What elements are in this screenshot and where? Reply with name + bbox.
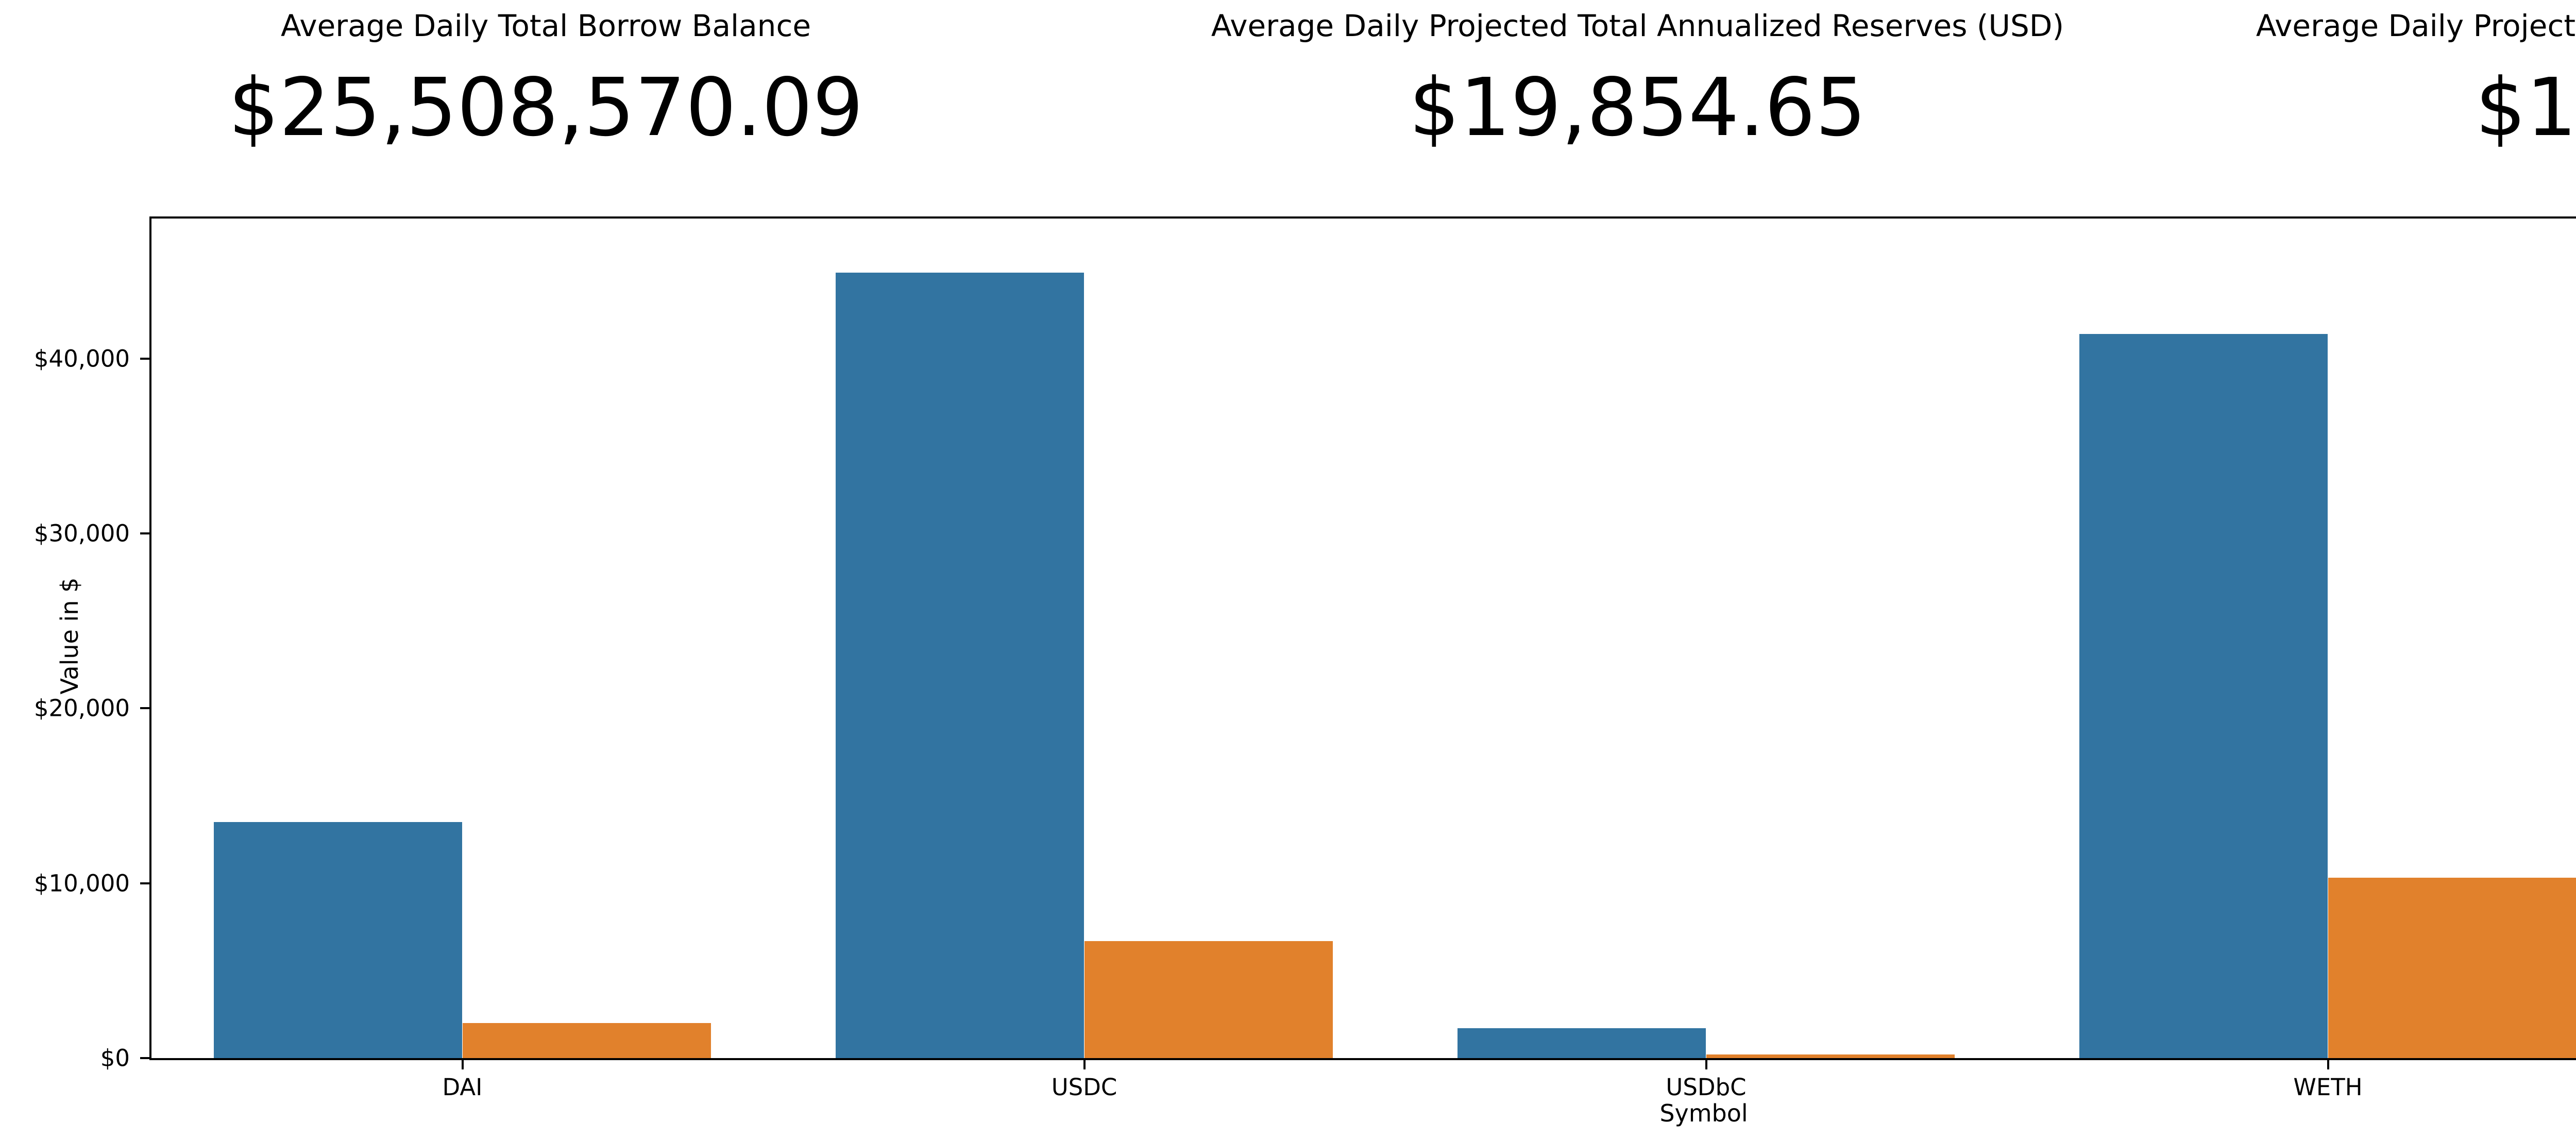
bar-USDC-average_projected_annual_reserves_usd [1084,941,1333,1058]
grouped-bar-chart: $0 $10,000 $20,000 $30,000 $40,000 DAI USDC US… [34,216,2576,1099]
bar-USDC-average_projected_annual_borrow_interest [835,273,1084,1058]
x-tick-label-USDbC: USDbC [1666,1074,1747,1101]
metric-card-annualized-reserves: Average Daily Projected Total Annualized… [1092,0,2183,196]
y-tick-label: $0 [100,1044,130,1072]
x-axis-label: Symbol [1659,1099,1748,1127]
x-tick-label-DAI: DAI [442,1074,483,1101]
metric-title: Average Daily Total Borrow Balance [280,8,811,43]
y-tick-mark [140,532,149,534]
bar-DAI-average_projected_annual_reserves_usd [462,1023,711,1058]
metric-title: Average Daily Projected Total Annualized… [1211,8,2064,43]
x-tick-mark [2327,1060,2329,1069]
x-tick-mark [1083,1060,1086,1069]
y-tick-mark [140,707,149,710]
y-tick-mark [140,882,149,884]
kpi-metrics-row: Average Daily Total Borrow Balance $25,5… [0,0,2576,196]
bar-USDbC-average_projected_annual_borrow_interest [1457,1028,1706,1058]
x-tick-label-WETH: WETH [2293,1074,2363,1101]
x-tick-label-USDC: USDC [1051,1074,1117,1101]
y-tick-mark [140,1057,149,1059]
y-tick-label: $30,000 [33,520,130,547]
metric-value: $103,491.53 [2475,61,2576,154]
y-axis-label: Value in $ [56,577,83,695]
bar-WETH-average_projected_annual_reserves_usd [2328,878,2576,1058]
metric-value: $19,854.65 [1409,61,1867,154]
y-tick-mark [140,357,149,360]
bar-USDbC-average_projected_annual_reserves_usd [1706,1054,1955,1058]
metric-card-annualized-borrow-interest: Average Daily Projected Total Annualized… [2183,0,2576,196]
y-tick-label: $20,000 [33,694,130,722]
y-tick-label: $40,000 [33,345,130,372]
y-tick-label: $10,000 [33,869,130,897]
bar-WETH-average_projected_annual_borrow_interest [2079,334,2328,1058]
metric-value: $25,508,570.09 [228,61,863,154]
x-tick-mark [461,1060,464,1069]
x-tick-mark [1705,1060,1707,1069]
bar-DAI-average_projected_annual_borrow_interest [213,822,463,1058]
metric-card-borrow-balance: Average Daily Total Borrow Balance $25,5… [0,0,1092,196]
metric-title: Average Daily Projected Total Annualized… [2256,8,2576,43]
